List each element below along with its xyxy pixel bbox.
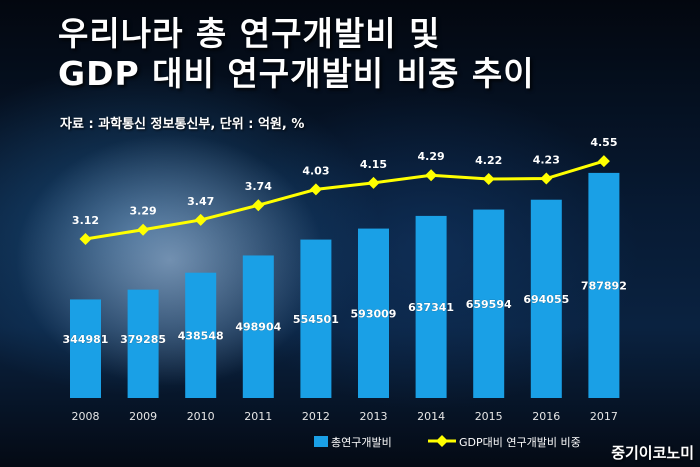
x-tick-label-2016: 2016 bbox=[532, 410, 560, 423]
bar-value-label-2012: 554501 bbox=[293, 313, 339, 326]
line-series bbox=[85, 159, 605, 241]
line-value-label-2010: 3.47 bbox=[187, 195, 214, 208]
line-point-2013 bbox=[367, 176, 380, 189]
line-value-label-2013: 4.15 bbox=[360, 158, 387, 171]
x-tick-label-2009: 2009 bbox=[129, 410, 157, 423]
x-tick-label-2013: 2013 bbox=[360, 410, 388, 423]
bar-2016 bbox=[530, 199, 562, 398]
bar-2008 bbox=[70, 299, 101, 398]
line-value-label-2008: 3.12 bbox=[72, 214, 99, 227]
line-value-label-2016: 4.23 bbox=[533, 154, 560, 167]
line-point-2015 bbox=[482, 173, 495, 186]
bar-value-label-2014: 637341 bbox=[408, 301, 454, 314]
bar-2015 bbox=[473, 209, 505, 398]
source-note: 자료 : 과학통신 정보통신부, 단위 : 억원, % bbox=[60, 117, 305, 132]
bar-value-label-2008: 344981 bbox=[63, 333, 109, 346]
line-point-2014 bbox=[425, 169, 438, 182]
title-line-1: 우리나라 총 연구개발비 및 bbox=[58, 14, 441, 53]
bar-2012 bbox=[300, 239, 332, 398]
line-point-2016 bbox=[540, 172, 553, 185]
bar-value-label-2010: 438548 bbox=[178, 329, 224, 342]
x-tick-label-2012: 2012 bbox=[302, 410, 330, 423]
bar-value-label-2011: 498904 bbox=[235, 321, 281, 334]
bar-2011 bbox=[242, 255, 274, 398]
line-point-2012 bbox=[309, 183, 322, 196]
chart-title: 우리나라 총 연구개발비 및 GDP 대비 연구개발비 비중 추이 bbox=[58, 14, 698, 94]
line-point-2010 bbox=[194, 213, 207, 226]
bar-2010 bbox=[185, 272, 217, 398]
line-point-2008 bbox=[79, 233, 92, 245]
x-tick-label-2014: 2014 bbox=[417, 410, 445, 423]
line-value-label-2012: 4.03 bbox=[302, 164, 329, 177]
line-value-label-2009: 3.29 bbox=[130, 205, 157, 218]
bar-value-label-2015: 659594 bbox=[466, 298, 512, 311]
bar-value-label-2009: 379285 bbox=[120, 333, 166, 346]
bar-value-label-2013: 593009 bbox=[351, 307, 397, 320]
bar-value-label-2016: 694055 bbox=[523, 293, 569, 306]
watermark-logo: 중기이코노미 bbox=[611, 444, 694, 462]
title-line-2: GDP 대비 연구개발비 비중 추이 bbox=[58, 54, 535, 93]
line-point-2017 bbox=[597, 155, 610, 168]
line-value-label-2017: 4.55 bbox=[590, 136, 617, 149]
line-point-2009 bbox=[137, 223, 150, 236]
bar-2009 bbox=[127, 289, 159, 398]
x-tick-label-2011: 2011 bbox=[244, 410, 272, 423]
legend-line-marker bbox=[436, 435, 448, 447]
x-tick-label-2015: 2015 bbox=[475, 410, 503, 423]
x-tick-label-2010: 2010 bbox=[187, 410, 215, 423]
bar-2013 bbox=[358, 228, 389, 398]
x-tick-label-2017: 2017 bbox=[590, 410, 618, 423]
bar-2014 bbox=[415, 215, 447, 398]
x-tick-label-2008: 2008 bbox=[72, 410, 100, 423]
bar-value-label-2017: 787892 bbox=[581, 279, 627, 292]
legend-line-label: GDP대비 연구개발비 비중 bbox=[459, 436, 581, 449]
line-point-2011 bbox=[252, 199, 265, 212]
bar-2017 bbox=[588, 172, 620, 398]
legend-bar-label: 총연구개발비 bbox=[331, 436, 392, 449]
line-value-label-2011: 3.74 bbox=[245, 180, 272, 193]
legend-bar-swatch bbox=[314, 436, 328, 447]
line-value-label-2015: 4.22 bbox=[475, 154, 502, 167]
line-value-label-2014: 4.29 bbox=[418, 150, 445, 163]
